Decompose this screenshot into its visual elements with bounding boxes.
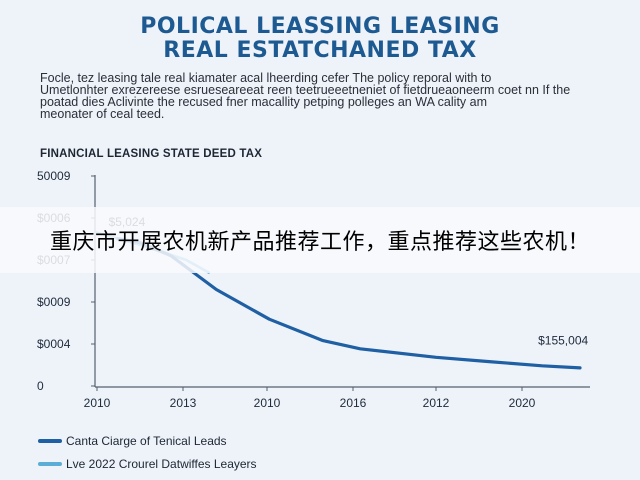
y-tick-label: 0: [37, 379, 44, 393]
body-text-line: Focle, tez leasing tale real kiamater ac…: [40, 72, 492, 85]
x-tick-label: 2012: [423, 396, 450, 410]
body-text-line: Umetlonhter exrezereese esrueseareeat re…: [40, 84, 571, 97]
x-tick-label: 2020: [509, 396, 536, 410]
data-label: $155,004: [538, 334, 588, 348]
overlay-banner: 重庆市开展农机新产品推荐工作，重点推荐这些农机！: [0, 207, 640, 273]
legend-label: Canta Ciarge of Tenical Leads: [66, 434, 227, 448]
poster-title-line1: POLICAL LEASSING LEASING: [140, 14, 500, 39]
chart-ticks: 50009$0006$0007$0009$0004020102013201020…: [37, 169, 536, 410]
legend-swatch: [38, 462, 62, 466]
x-tick-label: 2013: [170, 396, 197, 410]
legend-swatch: [38, 439, 62, 443]
x-tick-label: 2010: [254, 396, 281, 410]
chart-subtitle: FINANCIAL LEASING STATE DEED TAX: [40, 148, 263, 160]
x-tick-label: 2010: [84, 396, 111, 410]
legend-item-series-2: Lve 2022 Crourel Datwiffes Leayers: [38, 457, 257, 471]
y-tick-label: $0009: [37, 295, 71, 309]
body-text-line: meonater of ceal teed.: [40, 108, 165, 121]
legend-label: Lve 2022 Crourel Datwiffes Leayers: [66, 457, 257, 471]
y-tick-label: $0004: [37, 337, 71, 351]
legend-item-series-1: Canta Ciarge of Tenical Leads: [38, 434, 227, 448]
y-tick-label: 50009: [37, 169, 71, 183]
body-text-line: poatad dies Aclivinte the recused fner m…: [40, 96, 488, 109]
poster-title-line2: REAL ESTATCHANED TAX: [163, 38, 477, 63]
x-tick-label: 2016: [340, 396, 367, 410]
banner-text: 重庆市开展农机新产品推荐工作，重点推荐这些农机！: [49, 230, 590, 255]
